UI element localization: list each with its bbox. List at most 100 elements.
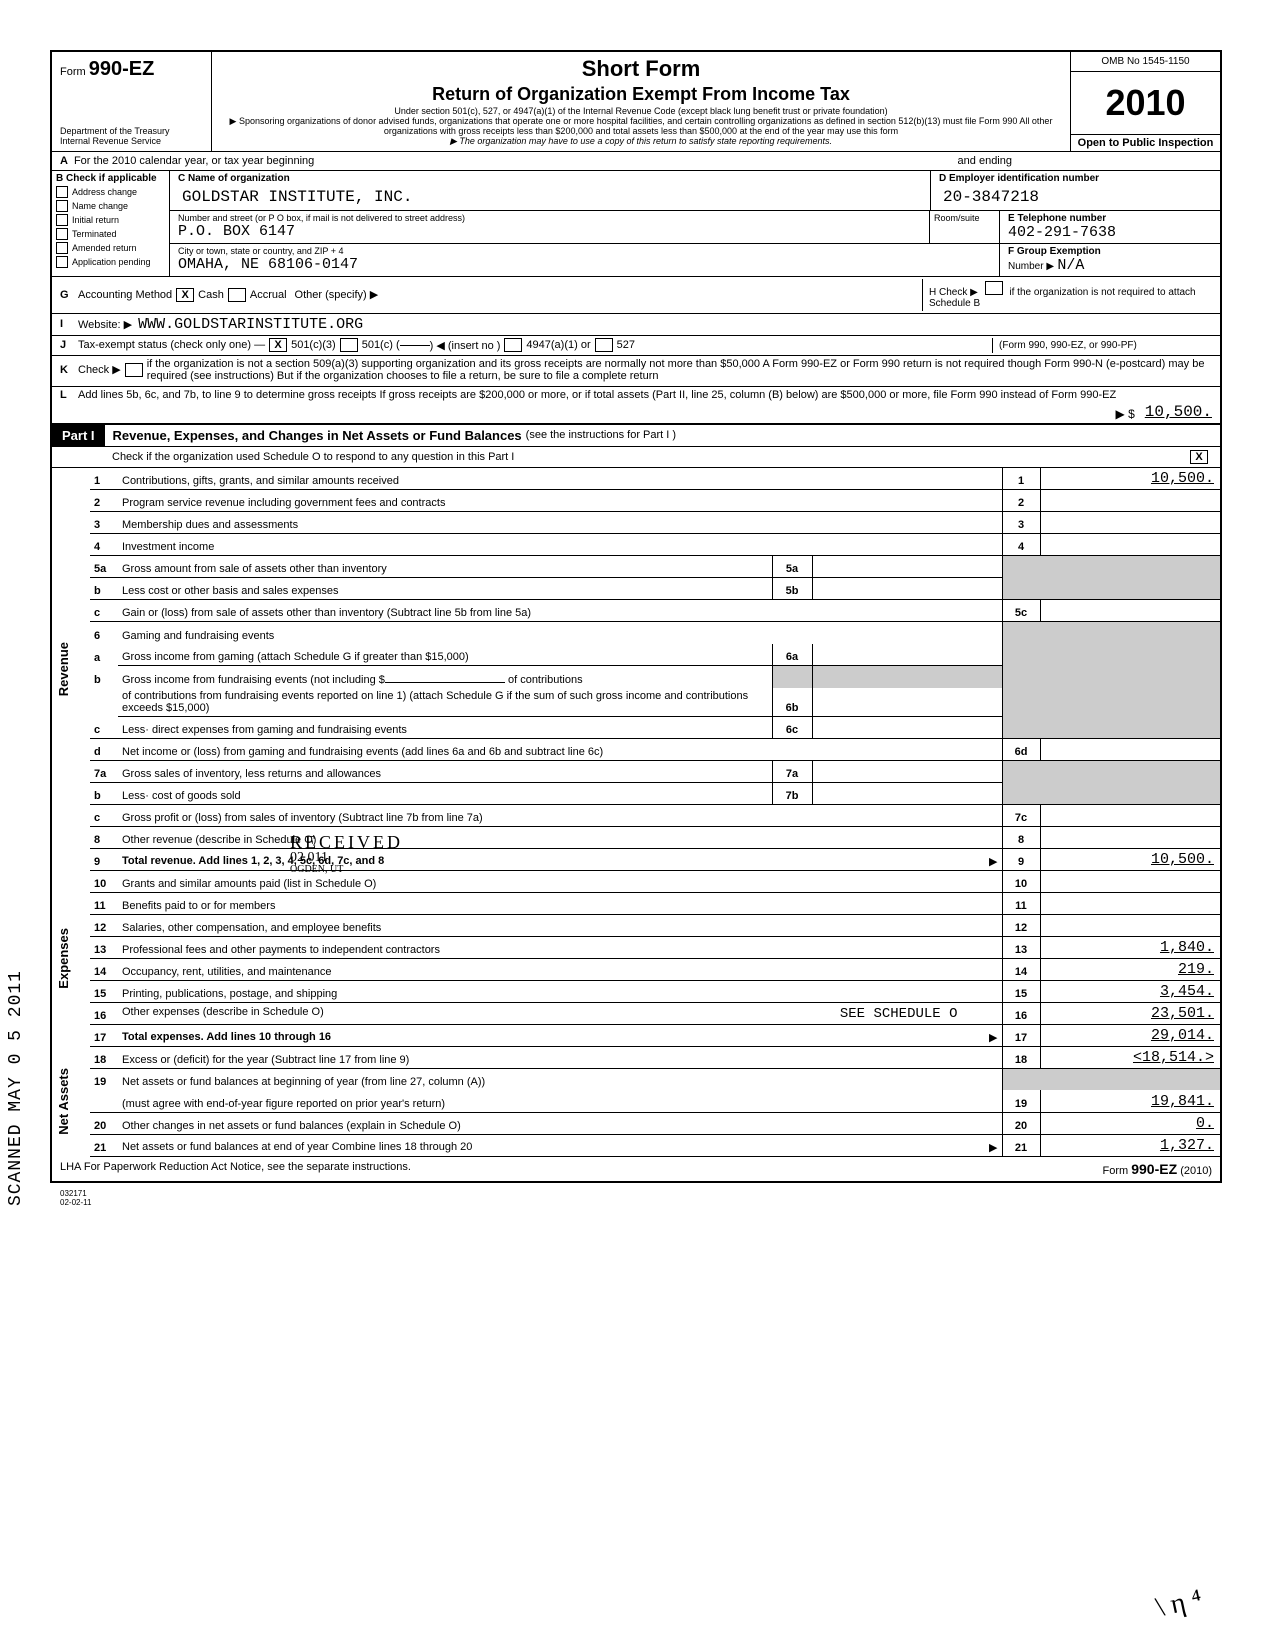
row-7a: 7a Gross sales of inventory, less return…: [52, 760, 1220, 782]
r6b-num: b: [90, 666, 118, 688]
lha-line: LHA For Paperwork Reduction Act Notice, …: [52, 1157, 1220, 1181]
part1-check-line: Check if the organization used Schedule …: [52, 447, 1220, 468]
r1-col: 1: [1002, 468, 1040, 490]
r17-col: 17: [1002, 1024, 1040, 1046]
received-date: 02 011: [290, 851, 403, 865]
phone-cell: E Telephone number 402-291-7638: [1000, 211, 1220, 243]
check-app-pending[interactable]: Application pending: [56, 256, 165, 268]
row-3: 3 Membership dues and assessments 3: [52, 512, 1220, 534]
r6b-sv-shade: [812, 666, 1002, 688]
other-label: Other (specify) ▶: [295, 288, 379, 301]
r7c-num: c: [90, 804, 118, 826]
city-row: City or town, state or country, and ZIP …: [170, 244, 1220, 276]
part1-check-text: Check if the organization used Schedule …: [112, 451, 514, 463]
j-501c: 501(c) (: [362, 339, 400, 351]
k-check-label: Check ▶: [78, 363, 121, 376]
shade-5: [1002, 556, 1220, 600]
r16-col: 16: [1002, 1002, 1040, 1024]
ein-value: 20-3847218: [939, 184, 1212, 208]
r20-desc: Other changes in net assets or fund bala…: [118, 1112, 1002, 1134]
check-address-change[interactable]: Address change: [56, 186, 165, 198]
k-text: if the organization is not a section 509…: [147, 358, 1212, 382]
f-value: N/A: [1057, 257, 1084, 274]
chk-lbl-pending: Application pending: [72, 257, 151, 267]
r2-desc: Program service revenue including govern…: [118, 490, 1002, 512]
r1-num: 1: [90, 468, 118, 490]
r19-col: 19: [1002, 1090, 1040, 1112]
r13-val: 1,840.: [1040, 936, 1220, 958]
chk-lbl-amended: Amended return: [72, 243, 137, 253]
r7a-desc: Gross sales of inventory, less returns a…: [118, 760, 772, 782]
r6b-sn-shade: [772, 666, 812, 688]
r16-extra: SEE SCHEDULE O: [840, 1006, 998, 1022]
city-value: OMAHA, NE 68106-0147: [178, 256, 991, 273]
check-schedule-o[interactable]: X: [1190, 450, 1208, 464]
row-19b: (must agree with end-of-year figure repo…: [52, 1090, 1220, 1112]
r6d-val: [1040, 738, 1220, 760]
r7a-sv: [812, 760, 1002, 782]
check-501c[interactable]: [340, 338, 358, 352]
footer-code: 032171 02-02-11: [50, 1183, 1222, 1207]
r12-num: 12: [90, 914, 118, 936]
address-row: Number and street (or P O box, if mail i…: [170, 211, 1220, 244]
check-527[interactable]: [595, 338, 613, 352]
city-cell: City or town, state or country, and ZIP …: [170, 244, 1000, 276]
row-a-and: and ending: [958, 155, 1012, 167]
header-left: Form 990-EZ Department of the Treasury I…: [52, 52, 212, 151]
r19-val: 19,841.: [1040, 1090, 1220, 1112]
title-short-form: Short Form: [220, 56, 1062, 82]
check-4947[interactable]: [504, 338, 522, 352]
check-cash[interactable]: X: [176, 288, 194, 302]
r5c-val: [1040, 600, 1220, 622]
part1-label: Part I: [52, 425, 105, 446]
r6-desc: Gaming and fundraising events: [118, 622, 1002, 644]
r11-num: 11: [90, 892, 118, 914]
row-a-letter: A: [60, 155, 68, 167]
r6b-desc1: Gross income from fundraising events (no…: [122, 674, 385, 686]
r7a-sn: 7a: [772, 760, 812, 782]
chk-lbl-initial: Initial return: [72, 215, 119, 225]
col-b-checks: B Check if applicable Address change Nam…: [52, 171, 170, 276]
org-name: GOLDSTAR INSTITUTE, INC.: [178, 184, 922, 208]
chk-lbl-name: Name change: [72, 201, 128, 211]
check-k[interactable]: [125, 363, 143, 377]
r6a-num: a: [90, 644, 118, 666]
check-name-change[interactable]: Name change: [56, 200, 165, 212]
r14-desc: Occupancy, rent, utilities, and maintena…: [118, 958, 1002, 980]
r6c-sn: 6c: [772, 716, 812, 738]
row-15: 15 Printing, publications, postage, and …: [52, 980, 1220, 1002]
r5a-num: 5a: [90, 556, 118, 578]
shade-6: [1002, 622, 1220, 739]
row-6: 6 Gaming and fundraising events: [52, 622, 1220, 644]
check-accrual[interactable]: [228, 288, 246, 302]
r2-val: [1040, 490, 1220, 512]
r20-val: 0.: [1040, 1112, 1220, 1134]
r7b-num: b: [90, 782, 118, 804]
check-h[interactable]: [985, 281, 1003, 295]
street-cell: Number and street (or P O box, if mail i…: [170, 211, 930, 243]
name-cell: C Name of organization GOLDSTAR INSTITUT…: [170, 171, 930, 210]
e-label: E Telephone number: [1008, 213, 1212, 224]
check-terminated[interactable]: Terminated: [56, 228, 165, 240]
part1-note: (see the instructions for Part I ): [522, 429, 676, 441]
i-label: Website: ▶: [78, 318, 132, 331]
form-no-val: 990-EZ: [89, 58, 155, 80]
tax-year: 2010: [1071, 72, 1220, 134]
check-501c3[interactable]: X: [269, 338, 287, 352]
check-initial-return[interactable]: Initial return: [56, 214, 165, 226]
form-end: Form 990-EZ (2010): [1102, 1161, 1212, 1177]
row-a-text: For the 2010 calendar year, or tax year …: [74, 155, 314, 167]
received-loc: OGDEN, UT: [290, 865, 403, 875]
r6c-sv: [812, 716, 1002, 738]
lha-text: LHA For Paperwork Reduction Act Notice, …: [60, 1161, 411, 1177]
row-7c: c Gross profit or (loss) from sales of i…: [52, 804, 1220, 826]
r17-num: 17: [90, 1024, 118, 1046]
r8-desc: Other revenue (describe in Schedule O): [118, 826, 1002, 848]
check-amended[interactable]: Amended return: [56, 242, 165, 254]
cash-label: Cash: [198, 289, 224, 301]
r16-desc: Other expenses (describe in Schedule O): [122, 1006, 324, 1018]
row-1: Revenue 1 Contributions, gifts, grants, …: [52, 468, 1220, 490]
open-inspection: Open to Public Inspection: [1071, 134, 1220, 151]
part1-table: Revenue 1 Contributions, gifts, grants, …: [52, 468, 1220, 1157]
r15-val: 3,454.: [1040, 980, 1220, 1002]
